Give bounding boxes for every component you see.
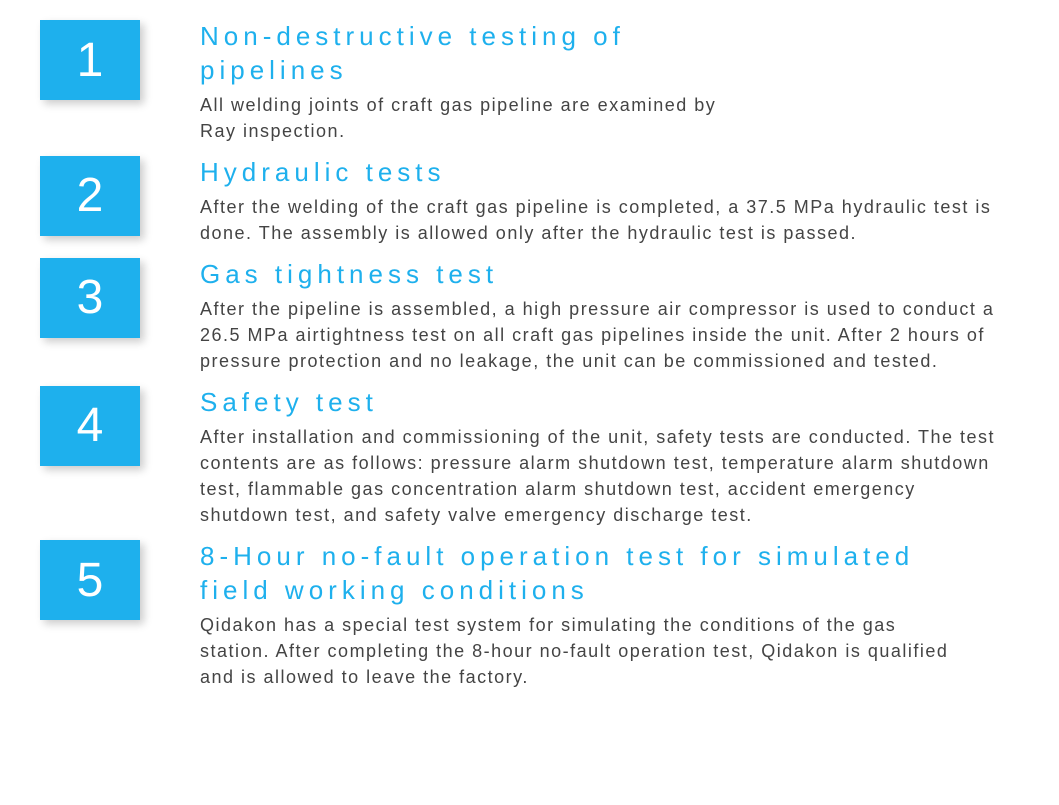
- item-title: Non-destructive testing of pipelines: [200, 20, 740, 88]
- item-body: Qidakon has a special test system for si…: [200, 612, 960, 690]
- item-body: After the pipeline is assembled, a high …: [200, 296, 1000, 374]
- item-body: After installation and commissioning of …: [200, 424, 1000, 528]
- item-body: After the welding of the craft gas pipel…: [200, 194, 1000, 246]
- number-badge: 2: [40, 156, 140, 236]
- item-content: Hydraulic tests After the welding of the…: [200, 156, 1000, 246]
- item-title: 8-Hour no-fault operation test for simul…: [200, 540, 960, 608]
- number-badge: 3: [40, 258, 140, 338]
- number-badge: 5: [40, 540, 140, 620]
- number-badge: 4: [40, 386, 140, 466]
- list-item: 5 8-Hour no-fault operation test for sim…: [40, 540, 1019, 690]
- item-title: Hydraulic tests: [200, 156, 1000, 190]
- list-item: 2 Hydraulic tests After the welding of t…: [40, 156, 1019, 246]
- item-content: Gas tightness test After the pipeline is…: [200, 258, 1000, 374]
- item-content: Non-destructive testing of pipelines All…: [200, 20, 740, 144]
- item-content: Safety test After installation and commi…: [200, 386, 1000, 528]
- number-badge: 1: [40, 20, 140, 100]
- list-item: 1 Non-destructive testing of pipelines A…: [40, 20, 1019, 144]
- list-item: 3 Gas tightness test After the pipeline …: [40, 258, 1019, 374]
- item-body: All welding joints of craft gas pipeline…: [200, 92, 740, 144]
- item-content: 8-Hour no-fault operation test for simul…: [200, 540, 960, 690]
- list-item: 4 Safety test After installation and com…: [40, 386, 1019, 528]
- item-title: Safety test: [200, 386, 1000, 420]
- item-title: Gas tightness test: [200, 258, 1000, 292]
